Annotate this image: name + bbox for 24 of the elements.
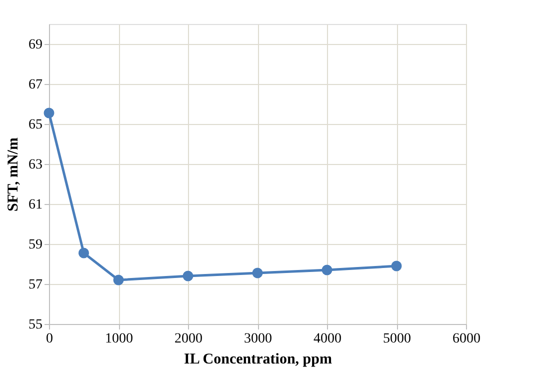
- y-tick-label: 63: [28, 158, 42, 172]
- x-tick-label: 4000: [314, 332, 342, 346]
- point: [44, 108, 54, 118]
- x-axis-title: IL Concentration, ppm: [184, 352, 332, 368]
- x-tick-label: 3000: [244, 332, 272, 346]
- point: [182, 270, 194, 282]
- x-tick-label: 6000: [452, 332, 480, 346]
- point: [391, 260, 402, 272]
- x-tick-label: 0: [46, 332, 53, 346]
- y-tick-label: 67: [28, 78, 42, 92]
- point: [78, 248, 89, 258]
- y-tick-label: 55: [28, 318, 42, 332]
- point: [322, 264, 332, 276]
- y-tick-label: 57: [28, 278, 42, 292]
- y-tick-label: 61: [28, 198, 42, 212]
- y-tick-label: 65: [28, 118, 42, 132]
- point: [252, 268, 263, 278]
- x-tick-label: 2000: [174, 332, 202, 346]
- y-axis-title: SFT, mN/m: [6, 137, 22, 212]
- y-tick-label: 59: [28, 238, 42, 252]
- x-tick-label: 1000: [105, 332, 133, 346]
- point: [113, 274, 124, 286]
- y-tick-label: 69: [28, 38, 42, 52]
- x-tick-label: 5000: [383, 332, 411, 346]
